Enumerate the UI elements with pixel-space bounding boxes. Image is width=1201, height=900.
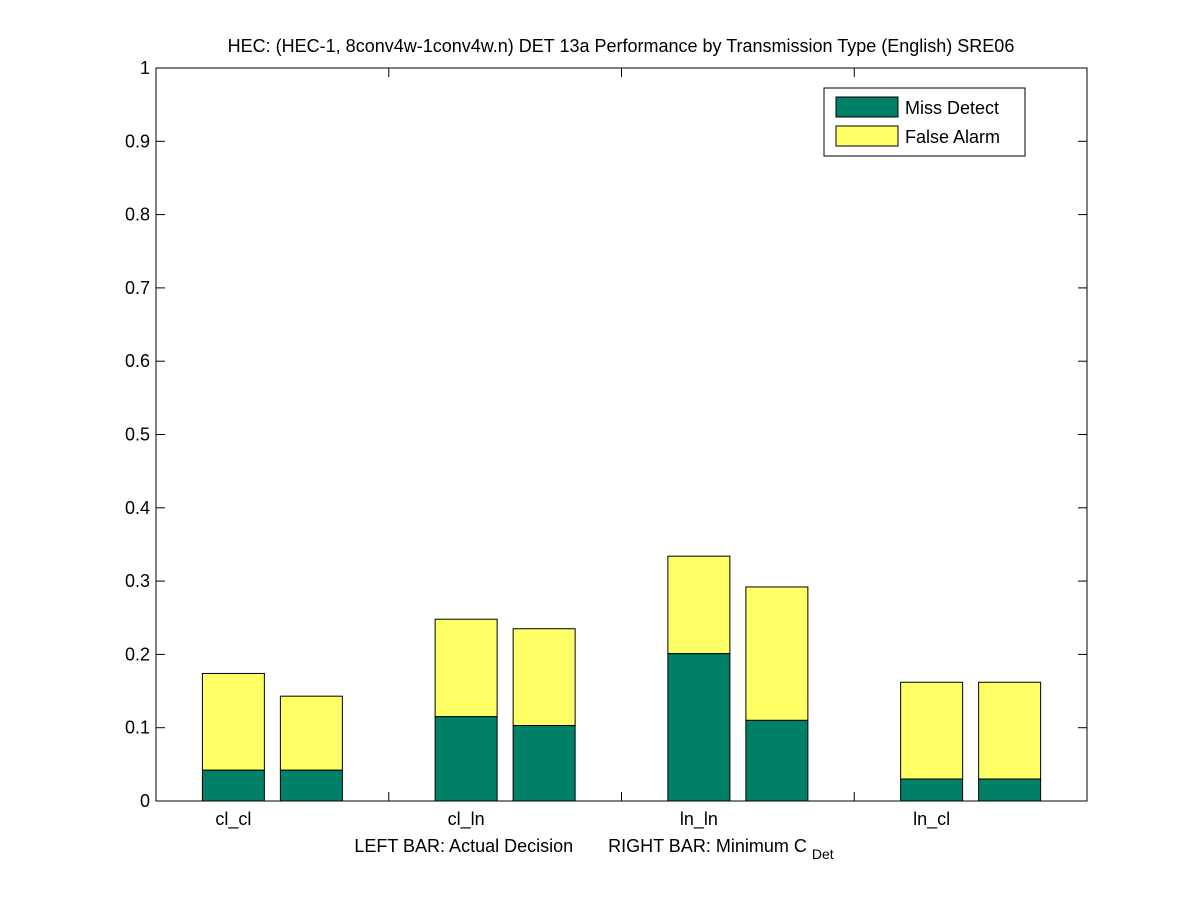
- y-tick-label: 0.6: [125, 351, 150, 371]
- legend-label-false-alarm: False Alarm: [905, 127, 1000, 147]
- y-tick-label: 1: [140, 58, 150, 78]
- y-tick-label: 0.5: [125, 425, 150, 445]
- x-axis-label: LEFT BAR: Actual Decision RIGHT BAR: Min…: [354, 836, 833, 862]
- bars-group: [201, 555, 1042, 802]
- bar-miss-detect-actual: [434, 716, 498, 802]
- y-axis: 0 0.1 0.2 0.3 0.4 0.5 0.6 0.7 0.8 0.9 1: [125, 58, 1087, 811]
- y-tick-label: 0.9: [125, 131, 150, 151]
- bar-miss-detect-actual: [667, 653, 731, 802]
- y-tick-label: 0.4: [125, 498, 150, 518]
- bar-miss-detect-minimum: [978, 778, 1042, 802]
- y-tick-label: 0.8: [125, 205, 150, 225]
- x-axis-label-right: RIGHT BAR: Minimum C: [608, 836, 807, 856]
- y-tick-label: 0.7: [125, 278, 150, 298]
- x-tick-label: cl_cl: [215, 809, 251, 830]
- legend-swatch-false-alarm: [835, 125, 899, 147]
- legend-label-miss-detect: Miss Detect: [905, 98, 999, 118]
- bar-miss-detect-minimum: [279, 769, 343, 802]
- y-tick-label: 0.2: [125, 644, 150, 664]
- bar-false-alarm-actual: [434, 618, 498, 718]
- bar-false-alarm-minimum: [978, 681, 1042, 780]
- bar-miss-detect-minimum: [745, 719, 809, 802]
- bar-false-alarm-actual: [900, 681, 964, 780]
- bar-miss-detect-minimum: [512, 725, 576, 802]
- bar-miss-detect-actual: [201, 769, 265, 802]
- x-axis-label-subscript: Det: [812, 846, 834, 862]
- y-tick-label: 0.1: [125, 718, 150, 738]
- bar-false-alarm-minimum: [279, 695, 343, 771]
- x-tick-label: cl_ln: [448, 809, 485, 830]
- x-axis: cl_cl cl_ln ln_ln ln_cl: [215, 68, 950, 830]
- x-axis-label-left: LEFT BAR: Actual Decision: [354, 836, 573, 856]
- legend-swatch-miss-detect: [835, 96, 899, 118]
- bar-false-alarm-actual: [667, 555, 731, 655]
- y-tick-label: 0.3: [125, 571, 150, 591]
- chart-title: HEC: (HEC-1, 8conv4w-1conv4w.n) DET 13a …: [228, 36, 1015, 56]
- bar-false-alarm-minimum: [745, 586, 809, 721]
- y-tick-label: 0: [140, 791, 150, 811]
- bar-false-alarm-actual: [201, 672, 265, 771]
- bar-miss-detect-actual: [900, 778, 964, 802]
- bar-false-alarm-minimum: [512, 628, 576, 727]
- x-tick-label: ln_cl: [913, 809, 950, 830]
- plot-area: [155, 67, 1088, 802]
- x-tick-label: ln_ln: [680, 809, 718, 830]
- legend: Miss Detect False Alarm: [823, 87, 1026, 157]
